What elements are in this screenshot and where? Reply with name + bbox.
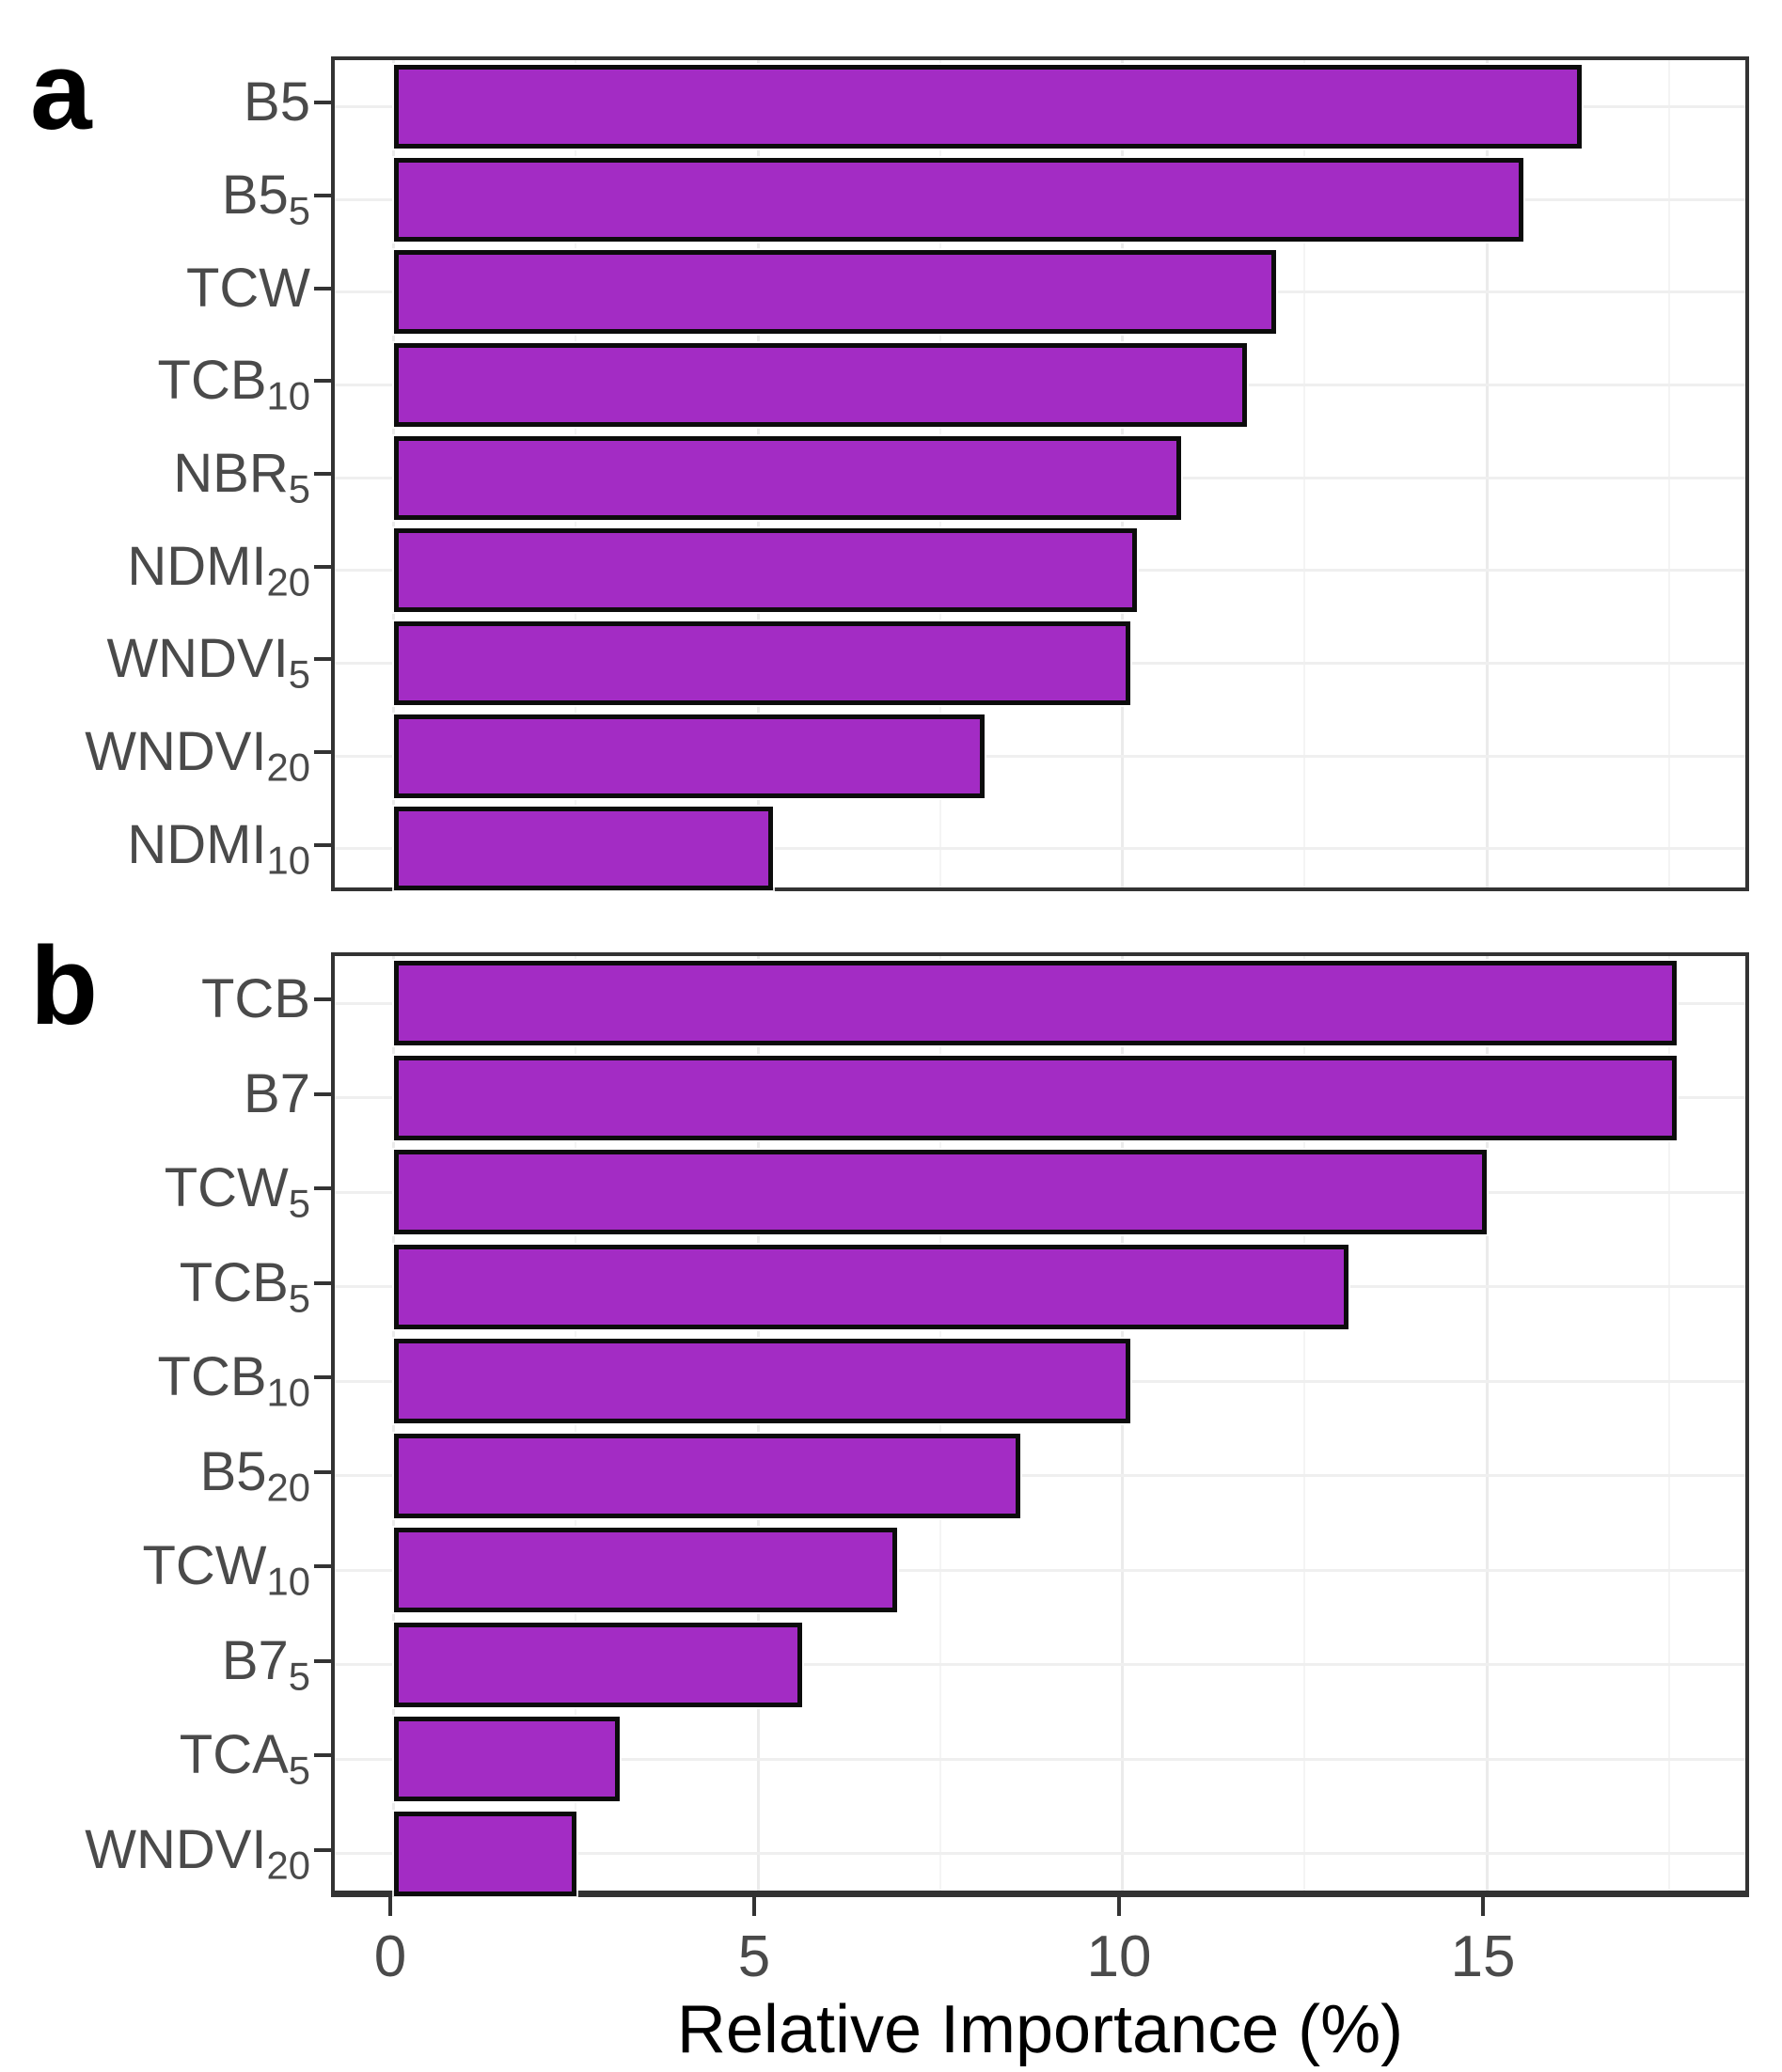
row-gridline	[335, 1474, 1745, 1478]
y-axis-tick	[314, 997, 331, 1001]
x-tick-label-10: 10	[1086, 1924, 1152, 1989]
y-label-b-tcb5: TCB5	[179, 1252, 310, 1321]
y-axis-tick	[314, 194, 331, 197]
y-axis-tick	[314, 287, 331, 290]
bar-b-tcb	[394, 961, 1677, 1045]
row-gridline	[335, 1663, 1745, 1667]
y-label-a-nbr5: NBR5	[173, 443, 310, 511]
y-axis-tick	[314, 101, 331, 104]
bar-b-b7	[394, 1056, 1677, 1140]
y-axis-tick	[314, 1092, 331, 1096]
x-axis-tick	[388, 1897, 392, 1916]
bar-b-tcb5	[394, 1245, 1348, 1329]
y-label-b-tca5: TCA5	[179, 1724, 310, 1793]
y-label-b-wndvi20: WNDVI20	[85, 1819, 310, 1888]
y-label-a-tcb10: TCB10	[157, 350, 310, 418]
bar-b-tcw10	[394, 1528, 897, 1612]
y-axis-tick	[314, 1281, 331, 1285]
x-axis-tick	[1117, 1897, 1121, 1916]
y-label-b-b520: B520	[199, 1441, 310, 1510]
bar-a-tcb10	[394, 343, 1247, 427]
row-gridline	[335, 1757, 1745, 1761]
y-label-a-b5: B5	[244, 71, 310, 133]
row-gridline	[335, 847, 1745, 851]
bar-a-wndvi20	[394, 714, 985, 798]
bar-b-tcw5	[394, 1150, 1487, 1234]
bar-b-tca5	[394, 1717, 620, 1801]
bar-b-b520	[394, 1434, 1020, 1518]
row-gridline	[335, 1568, 1745, 1572]
y-axis-tick	[314, 1564, 331, 1568]
minor-gridline	[1303, 956, 1306, 1891]
y-label-b-tcw10: TCW10	[142, 1535, 310, 1604]
bar-a-ndmi20	[394, 528, 1137, 612]
minor-gridline	[1303, 60, 1306, 887]
y-axis-tick	[314, 565, 331, 569]
y-axis-tick	[314, 1186, 331, 1190]
y-axis-tick	[314, 657, 331, 661]
bar-b-b75	[394, 1623, 802, 1707]
y-label-b-tcb: TCB	[201, 968, 310, 1029]
bar-b-wndvi20	[394, 1812, 576, 1896]
major-gridline	[1121, 956, 1125, 1891]
row-gridline	[335, 754, 1745, 758]
y-axis-tick	[314, 1848, 331, 1852]
minor-gridline	[1667, 956, 1670, 1891]
y-axis-tick	[314, 472, 331, 476]
bar-a-wndvi5	[394, 621, 1130, 705]
bar-a-nbr5	[394, 436, 1181, 520]
panel-b-letter: b	[30, 924, 99, 1048]
y-label-a-ndmi20: NDMI20	[127, 536, 310, 604]
y-axis-tick	[314, 750, 331, 754]
major-gridline	[392, 956, 396, 1891]
y-label-a-tcw: TCW	[185, 258, 310, 319]
panel-a-letter: a	[30, 29, 92, 153]
major-gridline	[392, 60, 396, 887]
y-axis-tick	[314, 379, 331, 383]
y-label-b-tcb10: TCB10	[157, 1346, 310, 1415]
minor-gridline	[575, 956, 577, 1891]
x-axis-tick	[1481, 1897, 1485, 1916]
y-label-a-wndvi20: WNDVI20	[85, 721, 310, 790]
y-label-a-wndvi5: WNDVI5	[106, 628, 310, 697]
panel-b-plot-area	[331, 952, 1749, 1897]
y-axis-tick	[314, 1753, 331, 1757]
major-gridline	[1485, 60, 1489, 887]
bar-a-b5	[394, 65, 1582, 149]
minor-gridline	[1667, 60, 1670, 887]
major-gridline	[756, 956, 760, 1891]
x-tick-label-15: 15	[1450, 1924, 1516, 1989]
y-label-b-b7: B7	[244, 1063, 310, 1124]
y-label-b-tcw5: TCW5	[164, 1157, 310, 1226]
y-label-a-b55: B55	[221, 165, 310, 233]
major-gridline	[1485, 956, 1489, 1891]
bar-a-tcw	[394, 250, 1276, 334]
y-axis-tick	[314, 843, 331, 847]
bar-a-b55	[394, 158, 1523, 242]
x-tick-label-5: 5	[737, 1924, 771, 1989]
y-label-b-b75: B75	[221, 1630, 310, 1699]
y-axis-tick	[314, 1659, 331, 1663]
panel-a-plot-area	[331, 56, 1749, 891]
y-label-a-ndmi10: NDMI10	[127, 814, 310, 883]
minor-gridline	[938, 956, 941, 1891]
bar-b-tcb10	[394, 1339, 1130, 1423]
x-axis-title: Relative Importance (%)	[676, 1992, 1404, 2067]
bar-a-ndmi10	[394, 807, 773, 890]
x-axis-tick	[752, 1897, 756, 1916]
y-axis-tick	[314, 1375, 331, 1379]
row-gridline	[335, 1852, 1745, 1856]
x-tick-label-0: 0	[373, 1924, 407, 1989]
y-axis-tick	[314, 1470, 331, 1474]
